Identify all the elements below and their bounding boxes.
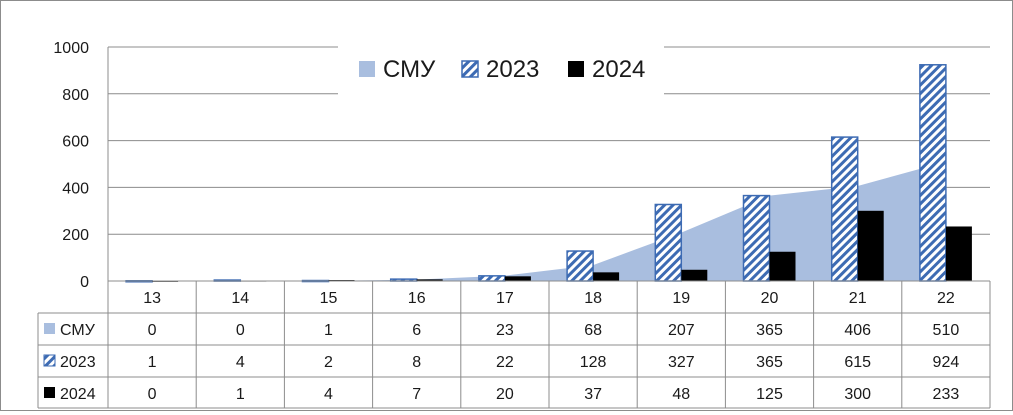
data-label: 510 [933,322,960,339]
data-label: 20 [496,386,514,403]
y-tick-label: 0 [80,274,89,291]
data-label: 2 [324,354,333,371]
bar-2023 [566,250,594,282]
bar-series [125,64,972,283]
data-label: 48 [672,386,690,403]
data-label: 233 [933,386,960,403]
category-label: 19 [672,290,690,307]
data-label: 0 [148,322,157,339]
data-label: 615 [844,354,871,371]
bar-2024 [945,226,972,281]
data-label: 327 [668,354,695,371]
legend-label-2024: 2024 [592,56,645,83]
data-label: 0 [148,386,157,403]
bar-2024 [681,269,708,281]
bar-2024 [416,279,443,281]
category-label: 17 [496,290,514,307]
category-label: 18 [584,290,602,307]
data-label: 0 [236,322,245,339]
y-tick-label: 800 [62,87,89,104]
category-label: 15 [320,290,338,307]
y-tick-label: 600 [62,134,89,151]
data-label: 37 [584,386,602,403]
bar-2024 [593,272,620,281]
data-label: 365 [756,354,783,371]
data-label: 128 [580,354,607,371]
bar-2023 [830,136,859,282]
category-label: 13 [143,290,161,307]
data-label: 207 [668,322,695,339]
category-label: 20 [761,290,779,307]
area-smu [108,161,946,281]
table-key-2023 [43,354,56,367]
data-label: 22 [496,354,514,371]
bar-2024 [857,210,884,281]
category-label: 22 [937,290,955,307]
bar-2023 [478,275,506,282]
table-key-smu [44,323,55,334]
table-series-name: СМУ [60,322,96,339]
data-label: 4 [324,386,333,403]
y-tick-label: 400 [62,180,89,197]
table-key-2024 [44,387,55,398]
bar-2024 [769,251,796,281]
legend-box [338,45,664,95]
data-label: 4 [236,354,245,371]
data-label: 300 [844,386,871,403]
data-label: 924 [933,354,960,371]
data-label: 365 [756,322,783,339]
table-series-name: 2023 [60,354,96,371]
data-label: 1 [236,386,245,403]
y-axis: 0 200 400 600 800 1000 [53,40,109,291]
y-tick-label: 1000 [53,40,89,57]
table-series-name: 2024 [60,386,96,403]
category-label: 14 [231,290,249,307]
bar-2023 [654,203,683,282]
bar-2023 [919,64,947,282]
legend-key-2024 [568,61,584,77]
category-label: 21 [849,290,867,307]
data-label: 7 [412,386,421,403]
data-label: 1 [148,354,157,371]
legend: СМУ 2023 2024 [338,45,664,95]
area-series [108,161,946,281]
data-label: 8 [412,354,421,371]
data-label: 23 [496,322,514,339]
legend-key-2023 [461,60,479,78]
data-label: 68 [584,322,602,339]
category-label: 16 [408,290,426,307]
data-label: 6 [412,322,421,339]
y-tick-label: 200 [62,227,89,244]
legend-label-2023: 2023 [486,56,539,83]
data-label: 125 [756,386,783,403]
bar-2024 [504,276,531,281]
legend-label-smu: СМУ [383,56,436,83]
legend-key-smu [359,61,375,77]
data-label: 406 [844,322,871,339]
data-label: 1 [324,322,333,339]
bar-2023 [742,194,771,282]
